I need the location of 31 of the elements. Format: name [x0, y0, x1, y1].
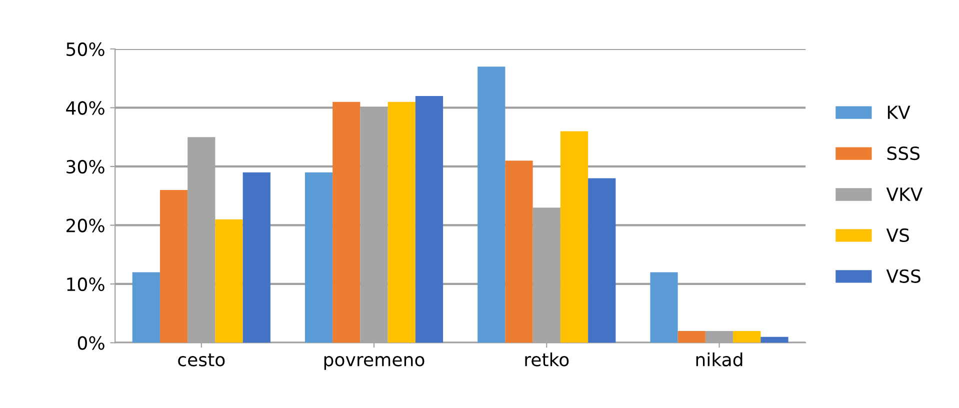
y-tick-label: 50% — [66, 42, 104, 56]
x-tick-label: nikad — [696, 352, 742, 366]
legend-label: VKV — [886, 188, 923, 201]
bar — [678, 330, 706, 343]
y-tick-label: 30% — [66, 160, 104, 174]
bar — [304, 172, 333, 343]
y-tick-label: 20% — [66, 218, 104, 232]
bar — [650, 272, 678, 343]
bar — [160, 190, 188, 343]
bar — [415, 96, 444, 343]
legend-label: SSS — [887, 146, 920, 160]
bar — [505, 160, 533, 343]
bar — [760, 336, 788, 343]
bar — [478, 66, 506, 343]
bar — [242, 172, 270, 343]
bar — [588, 178, 616, 343]
bar — [388, 102, 416, 343]
legend-label: VS — [886, 228, 909, 242]
legend-label: KV — [888, 106, 910, 119]
bar — [132, 272, 160, 343]
legend-label: VSS — [886, 269, 920, 283]
y-tick-label: 40% — [66, 101, 104, 115]
bar — [733, 330, 761, 343]
x-tick-label: retko — [525, 352, 569, 366]
x-tick-label: cesto — [178, 353, 225, 366]
y-tick-label: 10% — [67, 277, 104, 292]
x-tick-label: povremeno — [324, 356, 424, 370]
bar — [332, 102, 360, 343]
y-tick-label: 0% — [78, 336, 104, 350]
bar — [215, 219, 243, 343]
bar — [560, 131, 588, 343]
